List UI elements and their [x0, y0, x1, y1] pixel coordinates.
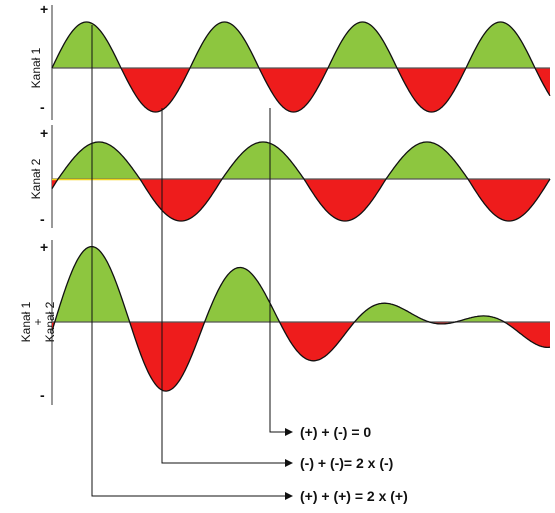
annotation-double-negative: (-) + (-)= 2 x (-): [300, 455, 393, 471]
channel-2-negative-area: [52, 179, 550, 221]
connector-double-negative: [161, 108, 293, 467]
minus-sign-channel-2: -: [40, 211, 45, 227]
sum-waveform: [51, 245, 551, 392]
sum-negative-area: [52, 322, 550, 392]
sum-label: Kanał 1 + Kanał 2: [19, 301, 57, 342]
connector-double-positive: [91, 25, 293, 500]
minus-sign-sum: -: [40, 387, 45, 403]
panel-channel-2: + - Kanał 2: [29, 125, 551, 228]
connector-cancel: [269, 108, 293, 436]
plus-sign-channel-1: +: [40, 1, 48, 17]
channel-1-positive-area: [52, 22, 550, 68]
sum-label-line-1: Kanał 1: [19, 301, 33, 342]
panel-sum: + - Kanał 1 + Kanał 2: [19, 239, 551, 405]
channel-2-positive-area: [52, 142, 550, 179]
channel-1-waveform: [51, 21, 551, 113]
panel-channel-1: + - Kanał 1: [29, 1, 551, 120]
plus-sign-sum: +: [40, 239, 48, 255]
channel-2-waveform: [51, 141, 551, 222]
connector-lines: [91, 25, 293, 500]
sum-positive-area: [52, 246, 550, 322]
annotation-cancel: (+) + (-) = 0: [300, 424, 371, 440]
plus-sign-channel-2: +: [40, 125, 48, 141]
channel-2-label: Kanał 2: [29, 158, 43, 199]
sum-label-line-2: +: [31, 318, 45, 325]
sum-label-line-3: Kanał 2: [43, 301, 57, 342]
minus-sign-channel-1: -: [40, 99, 45, 115]
channel-1-label: Kanał 1: [29, 47, 43, 88]
channel-1-negative-area: [52, 68, 550, 112]
annotation-double-positive: (+) + (+) = 2 x (+): [300, 488, 408, 504]
